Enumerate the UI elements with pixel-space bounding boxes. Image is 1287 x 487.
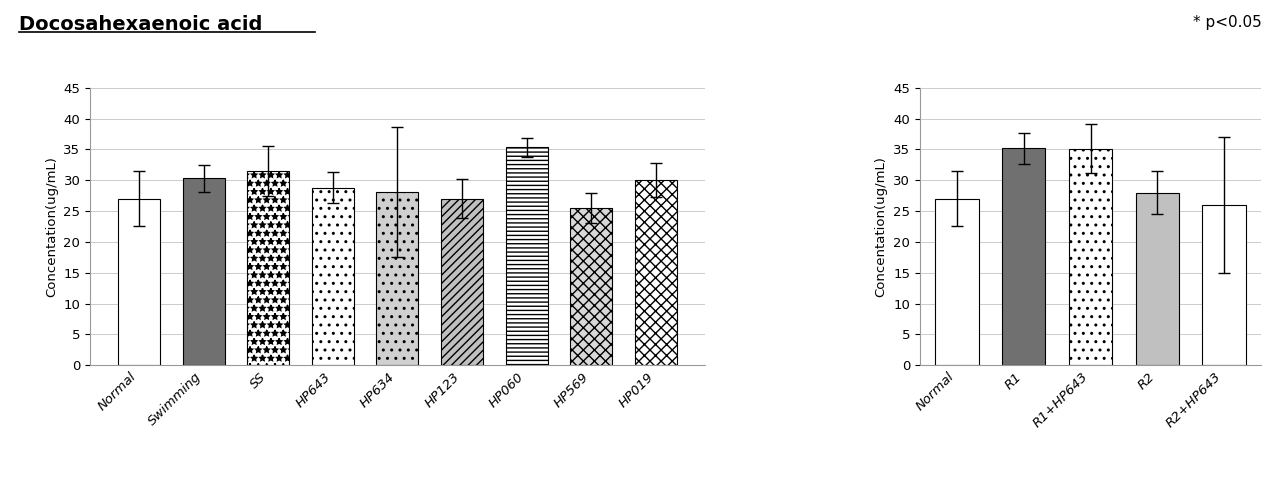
Bar	[1135, 192, 1179, 365]
Bar	[311, 187, 354, 365]
Text: * p<0.05: * p<0.05	[1193, 15, 1261, 30]
Bar	[183, 178, 225, 365]
Bar	[570, 208, 613, 365]
Bar	[1068, 149, 1112, 365]
Bar	[1003, 148, 1045, 365]
Text: Docosahexaenoic acid: Docosahexaenoic acid	[19, 15, 263, 34]
Bar	[1202, 205, 1246, 365]
Bar	[936, 199, 978, 365]
Bar	[506, 148, 547, 365]
Bar	[118, 199, 160, 365]
Bar	[376, 192, 418, 365]
Bar	[247, 171, 290, 365]
Y-axis label: Concentation(ug/mL): Concentation(ug/mL)	[875, 156, 888, 297]
Y-axis label: Concentation(ug/mL): Concentation(ug/mL)	[45, 156, 58, 297]
Bar	[441, 199, 483, 365]
Bar	[634, 180, 677, 365]
